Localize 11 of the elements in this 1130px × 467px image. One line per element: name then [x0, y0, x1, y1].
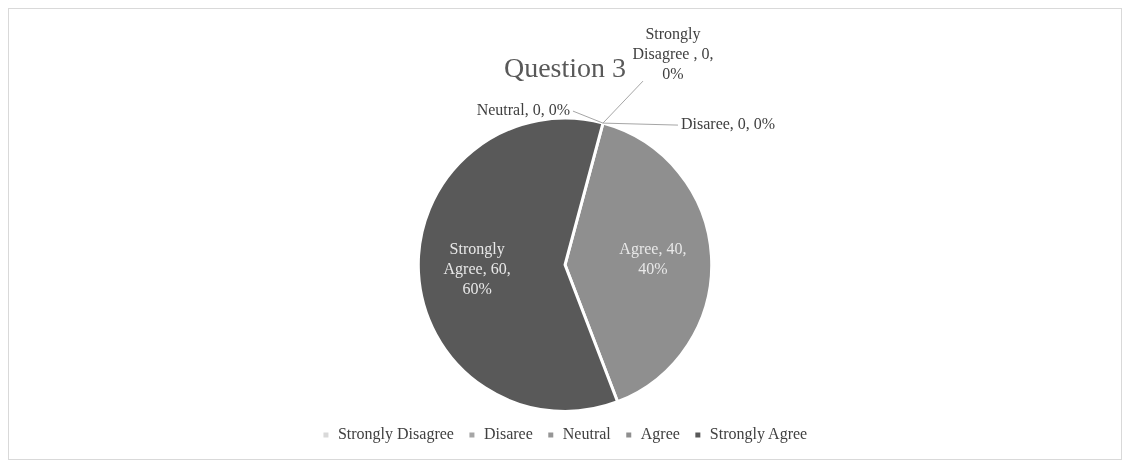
chart-title: Question 3	[503, 52, 627, 84]
text: Strongly Disagree , 0, 0%	[632, 25, 714, 83]
data-label: Strongly Agree, 60, 60%	[443, 239, 511, 297]
legend-label: Strongly Disagree	[337, 425, 454, 444]
legend-label: Disaree	[483, 425, 533, 443]
legend-label: Agree	[640, 425, 680, 444]
legend-label: Neutral	[562, 425, 612, 443]
text: Neutral, 0, 0%	[476, 101, 570, 119]
text: Disaree, 0, 0%	[680, 115, 776, 133]
data-label: Agree, 40, 40%	[619, 240, 687, 278]
legend-label: Strongly Agree	[709, 425, 808, 444]
